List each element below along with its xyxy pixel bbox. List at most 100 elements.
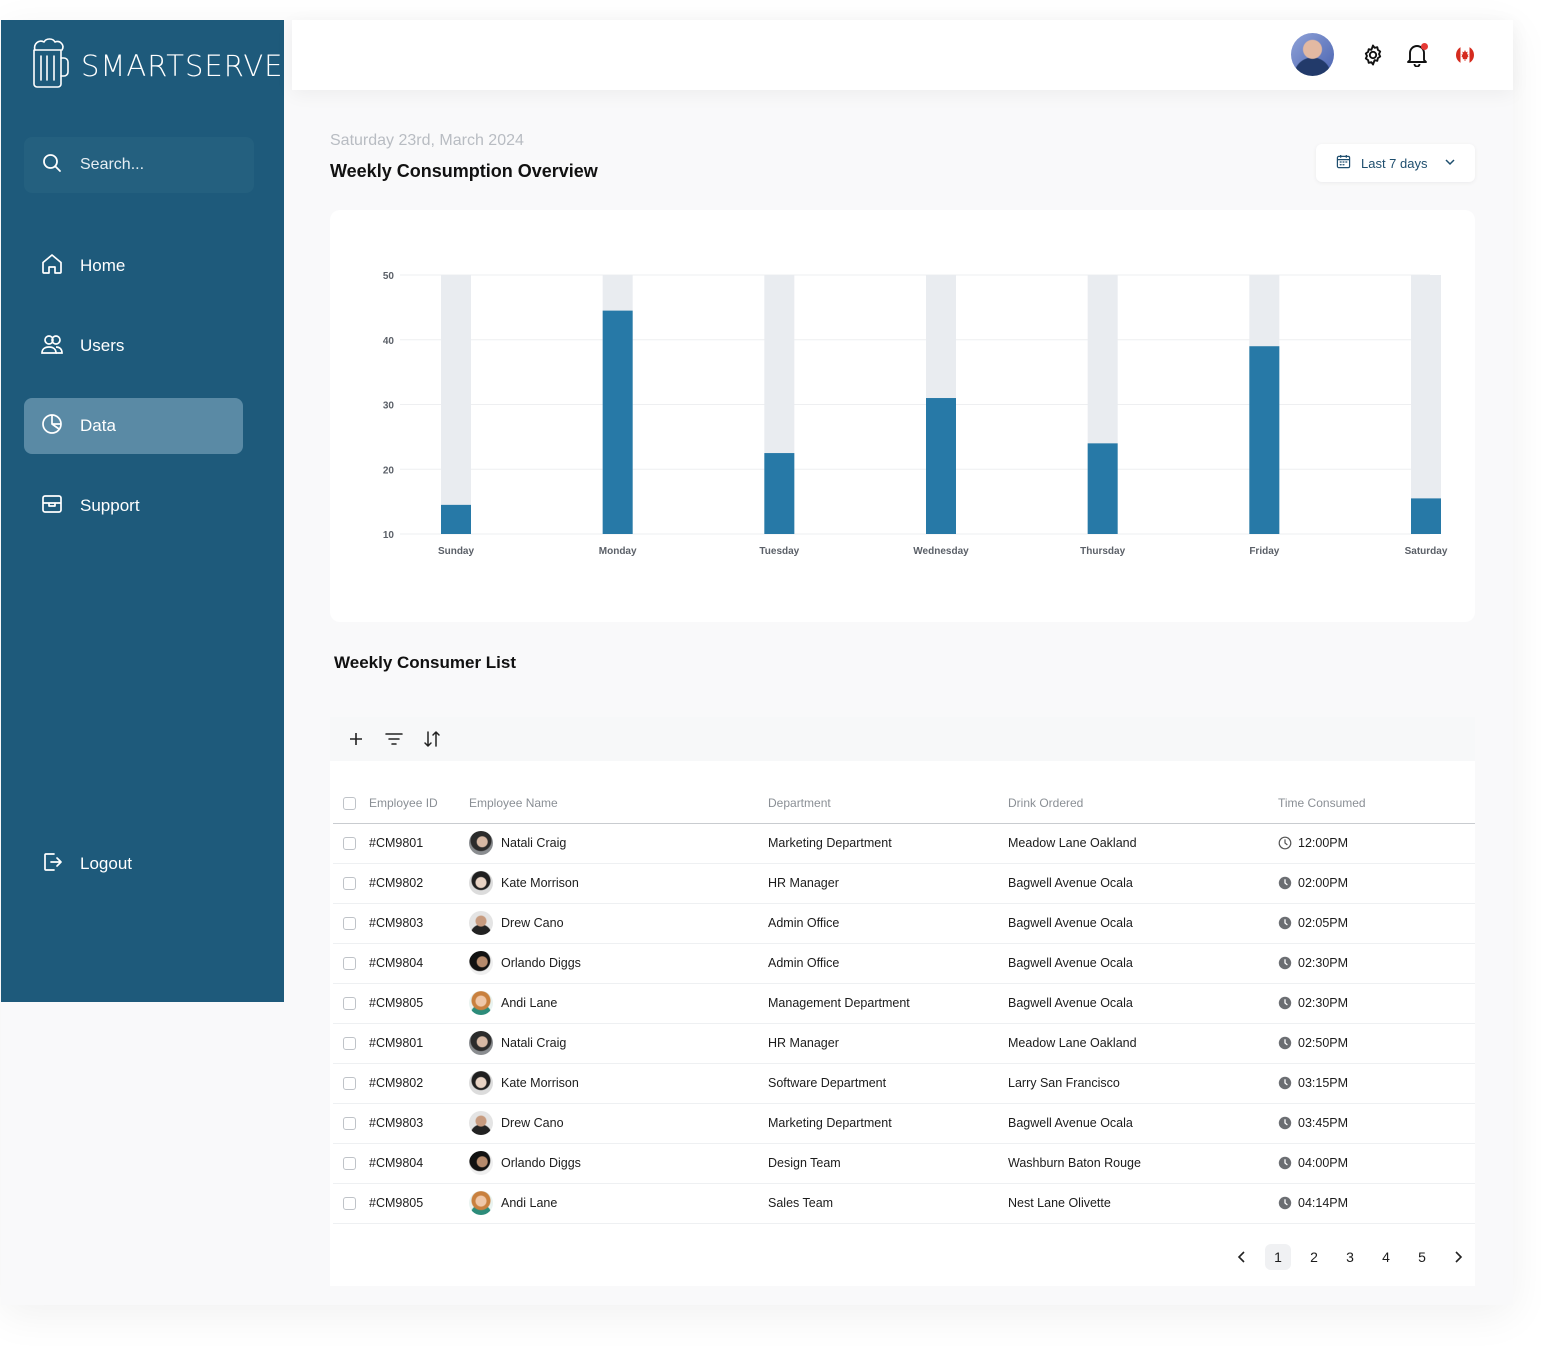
table-row[interactable]: #CM9803 Drew Cano Admin Office Bagwell Aven… xyxy=(333,903,1475,944)
page-button[interactable]: 4 xyxy=(1382,1249,1390,1265)
column-header[interactable]: Department xyxy=(768,783,1008,824)
y-tick-label: 10 xyxy=(383,530,395,541)
time-consumed-cell: 12:00PM xyxy=(1278,836,1475,850)
column-header[interactable]: Drink Ordered xyxy=(1008,783,1278,824)
user-avatar[interactable] xyxy=(1291,33,1334,76)
previous-page-chevron-left-icon[interactable] xyxy=(1229,1244,1255,1270)
home-icon xyxy=(40,252,64,281)
bar-track xyxy=(1411,275,1441,534)
date-range-dropdown[interactable]: Last 7 days xyxy=(1316,144,1475,182)
employee-avatar xyxy=(469,1071,493,1095)
table-row[interactable]: #CM9802 Kate Morrison Software Department L… xyxy=(333,1063,1475,1104)
filter-icon[interactable] xyxy=(384,729,404,749)
column-header[interactable]: Employee ID xyxy=(369,783,469,824)
settings-gear-icon[interactable] xyxy=(1360,42,1386,68)
table-body: #CM9801 Natali Craig Marketing Department M… xyxy=(333,823,1475,1224)
drink-ordered: Bagwell Avenue Ocala xyxy=(1008,863,1278,904)
row-checkbox[interactable] xyxy=(343,837,356,851)
employee-avatar xyxy=(469,991,493,1015)
row-checkbox[interactable] xyxy=(343,1197,356,1211)
logout-button[interactable]: Logout xyxy=(24,836,243,892)
time-consumed: 02:30PM xyxy=(1298,996,1349,1010)
table-title: Weekly Consumer List xyxy=(334,653,517,672)
table-row[interactable]: #CM9801 Natali Craig Marketing Department M… xyxy=(333,823,1475,864)
table-row[interactable]: #CM9804 Orlando Diggs Admin Office Bagwell … xyxy=(333,943,1475,984)
page-button[interactable]: 3 xyxy=(1346,1249,1354,1265)
table-row[interactable]: #CM9802 Kate Morrison HR Manager Bagwell Av… xyxy=(333,863,1475,904)
row-checkbox[interactable] xyxy=(343,1117,356,1131)
employee-name-cell: Orlando Diggs xyxy=(469,951,768,975)
department: Admin Office xyxy=(768,903,1008,944)
table-row[interactable]: #CM9803 Drew Cano Marketing Department Bagw… xyxy=(333,1103,1475,1144)
y-tick-label: 40 xyxy=(383,336,395,347)
time-consumed: 02:00PM xyxy=(1298,876,1349,890)
column-header[interactable]: Time Consumed xyxy=(1278,783,1475,824)
x-tick-label: Tuesday xyxy=(759,546,799,557)
drink-ordered: Washburn Baton Rouge xyxy=(1008,1143,1278,1184)
time-consumed-cell: 03:15PM xyxy=(1278,1076,1475,1090)
bar-track xyxy=(441,275,471,534)
table-row[interactable]: #CM9804 Orlando Diggs Design Team Washburn … xyxy=(333,1143,1475,1184)
notification-bell-icon[interactable] xyxy=(1404,42,1430,68)
employee-name: Natali Craig xyxy=(501,836,567,850)
brand-logo[interactable]: SMARTSERVE xyxy=(29,36,283,95)
table-row[interactable]: #CM9801 Natali Craig HR Manager Meadow Lane… xyxy=(333,1023,1475,1064)
y-tick-label: 30 xyxy=(383,401,395,412)
y-tick-label: 50 xyxy=(383,271,395,282)
row-checkbox[interactable] xyxy=(343,917,356,931)
bar-tuesday xyxy=(764,453,795,534)
select-all-checkbox[interactable] xyxy=(343,796,356,810)
app-window: SMARTSERVE Home Users Data xyxy=(1,20,1513,1305)
employee-name-cell: Andi Lane xyxy=(469,1191,768,1215)
employee-name: Kate Morrison xyxy=(501,1076,579,1090)
sidebar-item-label: Support xyxy=(80,496,140,515)
row-checkbox[interactable] xyxy=(343,997,356,1011)
employee-avatar xyxy=(469,911,493,935)
date-range-label: Last 7 days xyxy=(1361,155,1428,171)
search-icon xyxy=(42,153,62,178)
drink-ordered: Nest Lane Olivette xyxy=(1008,1183,1278,1224)
page-button[interactable]: 2 xyxy=(1310,1249,1318,1265)
row-checkbox[interactable] xyxy=(343,1037,356,1051)
sort-icon[interactable] xyxy=(422,729,442,749)
search-input[interactable] xyxy=(80,156,230,174)
time-consumed-cell: 02:50PM xyxy=(1278,1036,1475,1050)
chevron-down-icon xyxy=(1444,156,1456,171)
employee-name: Natali Craig xyxy=(501,1036,567,1050)
sidebar-item-home[interactable]: Home xyxy=(24,238,243,294)
table-row[interactable]: #CM9805 Andi Lane Management Department Bag… xyxy=(333,983,1475,1024)
department: Software Department xyxy=(768,1063,1008,1104)
page-button[interactable]: 5 xyxy=(1418,1249,1426,1265)
canada-flag-icon[interactable] xyxy=(1452,42,1478,68)
row-checkbox[interactable] xyxy=(343,1157,356,1171)
bar-wednesday xyxy=(926,398,956,534)
time-consumed: 03:45PM xyxy=(1298,1116,1349,1130)
beer-mug-icon xyxy=(29,36,69,95)
next-page-chevron-right-icon[interactable] xyxy=(1445,1244,1471,1270)
sidebar: SMARTSERVE Home Users Data xyxy=(1,20,284,1002)
time-consumed: 02:50PM xyxy=(1298,1036,1349,1050)
sidebar-item-support[interactable]: Support xyxy=(24,478,243,534)
table-row[interactable]: #CM9805 Andi Lane Sales Team Nest Lane Oliv… xyxy=(333,1183,1475,1224)
row-checkbox[interactable] xyxy=(343,1077,356,1091)
employee-avatar xyxy=(469,1111,493,1135)
bar-sunday xyxy=(441,504,471,534)
bar-monday xyxy=(602,310,633,534)
sidebar-item-data[interactable]: Data xyxy=(24,398,243,454)
sidebar-item-users[interactable]: Users xyxy=(24,318,243,374)
row-checkbox[interactable] xyxy=(343,957,356,971)
employee-avatar xyxy=(469,1031,493,1055)
employee-name: Drew Cano xyxy=(501,1116,564,1130)
logout-label: Logout xyxy=(80,854,132,873)
users-icon xyxy=(40,332,64,361)
row-checkbox[interactable] xyxy=(343,877,356,891)
sidebar-search[interactable] xyxy=(24,137,254,193)
page-button[interactable]: 1 xyxy=(1265,1244,1291,1270)
add-icon[interactable] xyxy=(346,729,366,749)
notification-dot xyxy=(1421,43,1428,50)
employee-name-cell: Drew Cano xyxy=(469,1111,768,1135)
x-tick-label: Thursday xyxy=(1080,546,1125,557)
column-header[interactable]: Employee Name xyxy=(469,783,768,824)
employee-id: #CM9804 xyxy=(369,1143,469,1184)
consumer-table-card: Employee ID Employee Name Department Dri… xyxy=(330,717,1475,1286)
